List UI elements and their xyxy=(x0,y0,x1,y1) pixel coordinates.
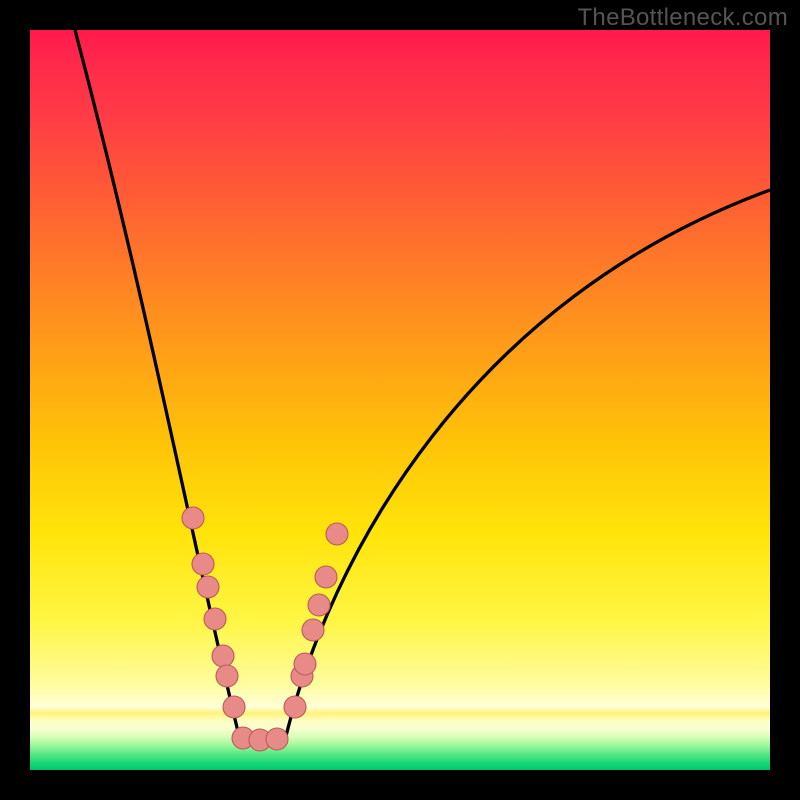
marker-right-0 xyxy=(284,696,306,718)
chart-background-gradient xyxy=(30,30,770,770)
marker-left-1 xyxy=(192,553,214,575)
chart-frame: TheBottleneck.com xyxy=(0,0,800,800)
marker-left-6 xyxy=(223,696,245,718)
marker-bottom-2 xyxy=(266,728,288,750)
marker-left-3 xyxy=(204,608,226,630)
bottleneck-curve-chart xyxy=(0,0,800,800)
marker-right-4 xyxy=(308,594,330,616)
marker-right-3 xyxy=(302,619,324,641)
marker-left-0 xyxy=(182,507,204,529)
watermark-text: TheBottleneck.com xyxy=(577,4,788,32)
marker-left-4 xyxy=(212,645,234,667)
marker-right-2 xyxy=(294,653,316,675)
marker-left-2 xyxy=(197,576,219,598)
marker-right-5 xyxy=(315,566,337,588)
marker-left-5 xyxy=(216,665,238,687)
marker-right-6 xyxy=(326,523,348,545)
